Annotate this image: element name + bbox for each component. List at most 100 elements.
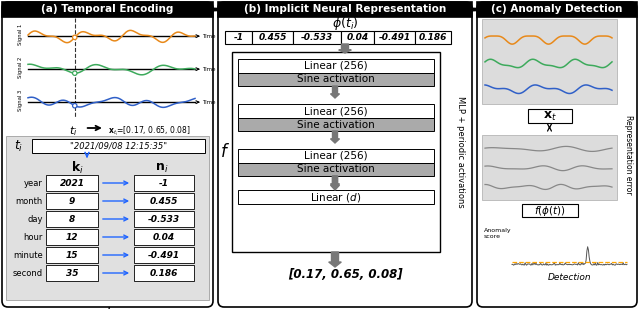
Bar bbox=[482, 135, 617, 200]
Text: 0.455: 0.455 bbox=[259, 33, 287, 42]
Bar bbox=[482, 19, 617, 104]
Text: Representation error: Representation error bbox=[625, 115, 634, 195]
Text: hour: hour bbox=[24, 232, 43, 242]
FancyBboxPatch shape bbox=[2, 2, 213, 307]
Text: Sine activation: Sine activation bbox=[297, 120, 375, 129]
Text: second: second bbox=[13, 269, 43, 277]
Text: $\mathbf{n}_i$: $\mathbf{n}_i$ bbox=[156, 161, 169, 175]
Text: $\phi(t_i)$: $\phi(t_i)$ bbox=[332, 15, 358, 32]
FancyArrow shape bbox=[330, 86, 339, 98]
Text: month: month bbox=[16, 197, 43, 205]
Text: $f(\phi(t))$: $f(\phi(t))$ bbox=[534, 204, 565, 218]
Text: 2021: 2021 bbox=[60, 179, 84, 188]
Bar bbox=[415, 31, 451, 44]
Bar bbox=[2, 2, 213, 17]
Bar bbox=[46, 247, 98, 263]
Text: -0.491: -0.491 bbox=[378, 33, 411, 42]
Bar bbox=[218, 2, 472, 17]
Text: 9: 9 bbox=[69, 197, 75, 205]
Bar bbox=[238, 73, 434, 86]
Text: $f$: $f$ bbox=[220, 143, 230, 161]
Text: -0.491: -0.491 bbox=[148, 251, 180, 260]
Text: 0.455: 0.455 bbox=[150, 197, 178, 205]
Text: 15: 15 bbox=[66, 251, 78, 260]
Text: Signal 3: Signal 3 bbox=[18, 90, 23, 111]
Bar bbox=[522, 204, 577, 217]
Bar bbox=[527, 109, 572, 123]
Bar bbox=[341, 31, 374, 44]
Text: $\mathbf{x}_t$: $\mathbf{x}_t$ bbox=[543, 109, 556, 123]
Circle shape bbox=[72, 71, 77, 75]
Text: "2021/09/08 12:15:35": "2021/09/08 12:15:35" bbox=[70, 142, 167, 150]
Text: Sine activation: Sine activation bbox=[297, 74, 375, 84]
Bar bbox=[134, 193, 194, 209]
Text: (b) Implicit Neural Representation: (b) Implicit Neural Representation bbox=[244, 5, 446, 15]
Bar bbox=[46, 211, 98, 227]
Text: Sine activation: Sine activation bbox=[297, 164, 375, 175]
Text: 8: 8 bbox=[69, 214, 75, 223]
Bar bbox=[238, 104, 434, 118]
Text: $\mathbf{k}_i$: $\mathbf{k}_i$ bbox=[70, 160, 83, 176]
Bar bbox=[32, 139, 205, 153]
Text: 12: 12 bbox=[66, 232, 78, 242]
FancyArrow shape bbox=[329, 252, 341, 267]
Bar bbox=[134, 265, 194, 281]
Text: Linear (256): Linear (256) bbox=[304, 151, 368, 161]
Bar bbox=[46, 265, 98, 281]
Bar bbox=[232, 52, 440, 252]
Text: (c) Anomaly Detection: (c) Anomaly Detection bbox=[492, 5, 623, 15]
Text: -0.533: -0.533 bbox=[148, 214, 180, 223]
Text: day: day bbox=[28, 214, 43, 223]
Text: $\mathbf{x}_{t_i}$=[0.17, 0.65, 0.08]: $\mathbf{x}_{t_i}$=[0.17, 0.65, 0.08] bbox=[108, 124, 191, 138]
Text: Anomaly
score: Anomaly score bbox=[484, 228, 511, 239]
Text: Time: Time bbox=[202, 67, 216, 72]
Text: $\phi$: $\phi$ bbox=[102, 305, 113, 309]
Bar bbox=[238, 59, 434, 73]
Bar bbox=[134, 211, 194, 227]
Text: -0.533: -0.533 bbox=[301, 33, 333, 42]
Bar bbox=[6, 136, 209, 300]
Text: year: year bbox=[24, 179, 43, 188]
Text: Time: Time bbox=[202, 34, 216, 39]
Text: 0.186: 0.186 bbox=[150, 269, 178, 277]
Bar bbox=[134, 229, 194, 245]
Bar bbox=[252, 31, 293, 44]
Bar bbox=[238, 149, 434, 163]
Bar bbox=[238, 118, 434, 131]
Text: 0.04: 0.04 bbox=[346, 33, 369, 42]
FancyBboxPatch shape bbox=[477, 2, 637, 307]
FancyArrow shape bbox=[330, 176, 339, 190]
Text: minute: minute bbox=[13, 251, 43, 260]
FancyArrow shape bbox=[330, 176, 339, 188]
Bar bbox=[134, 175, 194, 191]
Bar bbox=[477, 2, 637, 17]
FancyBboxPatch shape bbox=[218, 2, 472, 307]
Text: (a) Temporal Encoding: (a) Temporal Encoding bbox=[42, 5, 173, 15]
Bar bbox=[374, 31, 415, 44]
Text: 35: 35 bbox=[66, 269, 78, 277]
Circle shape bbox=[72, 35, 77, 40]
Text: -1: -1 bbox=[234, 33, 243, 42]
Text: Linear (256): Linear (256) bbox=[304, 61, 368, 71]
Text: 0.04: 0.04 bbox=[153, 232, 175, 242]
Text: MLP + periodic activations: MLP + periodic activations bbox=[456, 96, 465, 208]
Text: [0.17, 0.65, 0.08]: [0.17, 0.65, 0.08] bbox=[288, 269, 403, 281]
Text: Signal 2: Signal 2 bbox=[18, 57, 23, 78]
Bar bbox=[293, 31, 341, 44]
Bar bbox=[225, 31, 252, 44]
Bar bbox=[238, 190, 434, 204]
Text: 0.186: 0.186 bbox=[419, 33, 447, 42]
Bar bbox=[46, 193, 98, 209]
Text: Signal 1: Signal 1 bbox=[18, 24, 23, 45]
Text: Linear (256): Linear (256) bbox=[304, 106, 368, 116]
Text: Time: Time bbox=[202, 99, 216, 105]
FancyArrow shape bbox=[339, 44, 351, 53]
Circle shape bbox=[72, 104, 77, 108]
Text: $t_i$: $t_i$ bbox=[14, 138, 23, 154]
Bar bbox=[238, 163, 434, 176]
Bar bbox=[134, 247, 194, 263]
Text: $t_i$: $t_i$ bbox=[68, 124, 77, 138]
Text: Detection: Detection bbox=[548, 273, 591, 281]
FancyArrow shape bbox=[330, 131, 339, 143]
Text: -1: -1 bbox=[159, 179, 169, 188]
